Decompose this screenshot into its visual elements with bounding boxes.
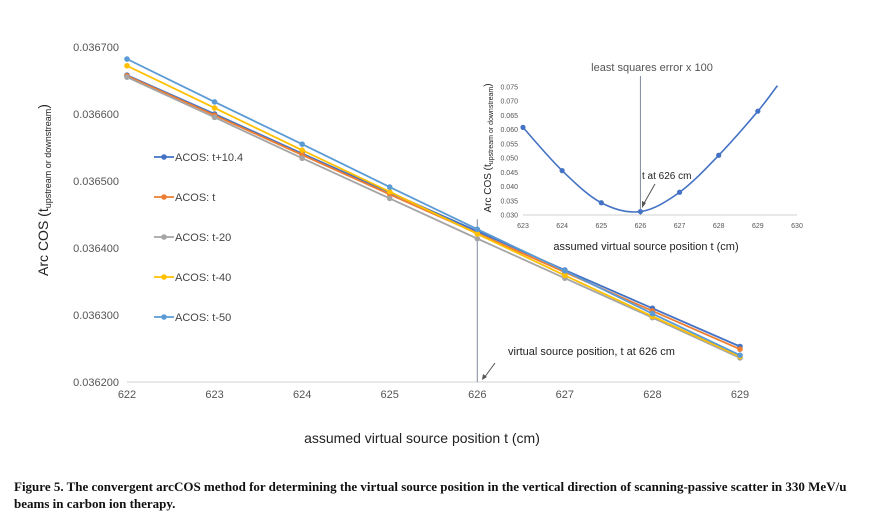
main-y-tick-label: 0.036300 [73, 310, 119, 322]
main-series [124, 56, 743, 361]
inset-annotation-arrowhead [642, 201, 646, 208]
main-y-axis-title: Arc COS (tupstream or downstream) [35, 104, 53, 276]
main-x-tick-label: 628 [643, 389, 661, 401]
inset-curve [522, 85, 779, 213]
inset-point [637, 208, 644, 215]
main-x-tick-label: 626 [468, 389, 486, 401]
main-legend: ACOS: t+10.4 ACOS: t ACOS: t-20 ACOS: t-40 A… [154, 152, 243, 324]
legend-swatch-marker [161, 314, 167, 320]
legend-label: ACOS: t-40 [175, 272, 231, 284]
inset-title: least squares error x 100 [591, 62, 713, 74]
series-point-3 [562, 272, 568, 279]
main-y-tick-label: 0.036500 [73, 176, 119, 188]
series-point-4 [124, 56, 130, 62]
inset-x-tick-label: 626 [635, 223, 647, 230]
series-point-3 [124, 62, 130, 69]
inset-y-tick-label: 0.040 [500, 184, 518, 191]
inset-x-tick-label: 624 [556, 223, 568, 230]
series-line-3 [126, 64, 741, 358]
inset-background [520, 80, 805, 220]
series-point-4 [562, 267, 568, 274]
main-y-tick-labels: 0.036200 0.036300 0.036400 0.036500 0.036600… [73, 42, 119, 389]
series-line-1 [126, 74, 741, 350]
main-annotation-arrowhead [482, 374, 487, 380]
series-point-2 [474, 235, 481, 242]
series-point-4 [211, 99, 218, 105]
main-annotation-arrow [483, 362, 496, 379]
series-point-4 [474, 226, 481, 233]
inset-point [559, 168, 565, 174]
figure-caption: Figure 5. The convergent arcCOS method f… [14, 479, 847, 511]
inset-x-tick-label: 627 [674, 223, 686, 230]
inset-point [598, 200, 604, 206]
series-point-3 [386, 188, 393, 195]
inset-y-tick-label: 0.075 [500, 85, 518, 92]
inset-y-tick-label: 0.035 [500, 198, 518, 205]
inset-x-tick-label: 625 [595, 223, 607, 230]
main-annotation: virtual source position, t at 626 cm [508, 346, 675, 358]
inset-y-axis-title: Arc COS (tupstream or downstream) [483, 83, 495, 212]
main-chart: 0.036200 0.036300 0.036400 0.036500 0.036600… [35, 42, 749, 446]
series-point-2 [124, 74, 130, 80]
inset-x-axis-title: assumed virtual source position t (cm) [553, 241, 738, 253]
series-point-2 [299, 155, 305, 162]
series-line-0 [126, 74, 741, 348]
main-x-tick-labels: 622 623 624 625 626 627 628 629 [118, 389, 749, 401]
main-y-tick-label: 0.036700 [73, 42, 119, 54]
series-line-2 [126, 76, 741, 359]
main-x-tick-label: 625 [381, 389, 399, 401]
inset-point [716, 152, 722, 158]
inset-y-tick-label: 0.055 [500, 141, 518, 148]
series-point-4 [299, 141, 305, 147]
series-point-3 [474, 231, 481, 237]
figure: 0.036200 0.036300 0.036400 0.036500 0.036600… [35, 42, 805, 446]
inset-x-tick-label: 623 [517, 223, 529, 230]
series-point-2 [386, 195, 393, 202]
main-x-axis-title: assumed virtual source position t (cm) [304, 430, 540, 446]
series-point-4 [649, 310, 656, 317]
legend-swatch-marker [161, 194, 167, 200]
inset-x-tick-label: 630 [791, 223, 803, 230]
series-point-4 [737, 352, 743, 359]
main-y-tick-label: 0.036200 [73, 377, 119, 389]
main-x-tick-label: 624 [293, 389, 311, 401]
main-x-tick-label: 629 [731, 389, 749, 401]
inset-point [676, 189, 683, 195]
legend-label: ACOS: t-20 [175, 232, 231, 244]
series-point-2 [211, 114, 218, 121]
legend-label: ACOS: t [175, 192, 215, 204]
series-line-4 [126, 58, 741, 357]
inset-point [755, 108, 761, 114]
inset-y-tick-label: 0.065 [500, 113, 518, 120]
inset-y-tick-label: 0.045 [500, 170, 518, 177]
series-point-4 [386, 184, 393, 190]
main-y-tick-label: 0.036600 [73, 109, 119, 121]
legend-swatch-marker [161, 154, 167, 160]
inset-point [520, 124, 526, 130]
legend-label: ACOS: t+10.4 [175, 152, 243, 164]
series-point-3 [211, 105, 218, 111]
legend-label: ACOS: t-50 [175, 312, 231, 324]
series-point-3 [299, 147, 305, 153]
inset-x-tick-labels: 623 624 625 626 627 628 629 630 [517, 223, 803, 230]
inset-y-tick-labels: 0.030 0.035 0.040 0.045 0.050 0.055 0.060 0.065… [500, 85, 518, 220]
inset-annotation-arrow [642, 183, 656, 206]
inset-y-tick-label: 0.070 [500, 99, 518, 106]
main-x-tick-label: 623 [205, 389, 223, 401]
inset-x-tick-label: 628 [713, 223, 725, 230]
inset-x-tick-label: 629 [752, 223, 764, 230]
inset-y-tick-label: 0.060 [500, 127, 518, 134]
inset-annotation: t at 626 cm [642, 171, 691, 182]
series-point-1 [737, 346, 743, 352]
inset-points [520, 108, 761, 215]
inset-y-tick-label: 0.050 [500, 156, 518, 163]
main-x-tick-label: 627 [556, 389, 574, 401]
main-y-tick-label: 0.036400 [73, 243, 119, 255]
legend-swatch-marker [161, 274, 167, 280]
main-x-tick-label: 622 [118, 389, 136, 401]
inset-y-tick-label: 0.030 [500, 213, 518, 220]
legend-swatch-marker [161, 234, 167, 240]
inset-chart: 0.030 0.035 0.040 0.045 0.050 0.055 0.060 0.065… [483, 62, 805, 253]
